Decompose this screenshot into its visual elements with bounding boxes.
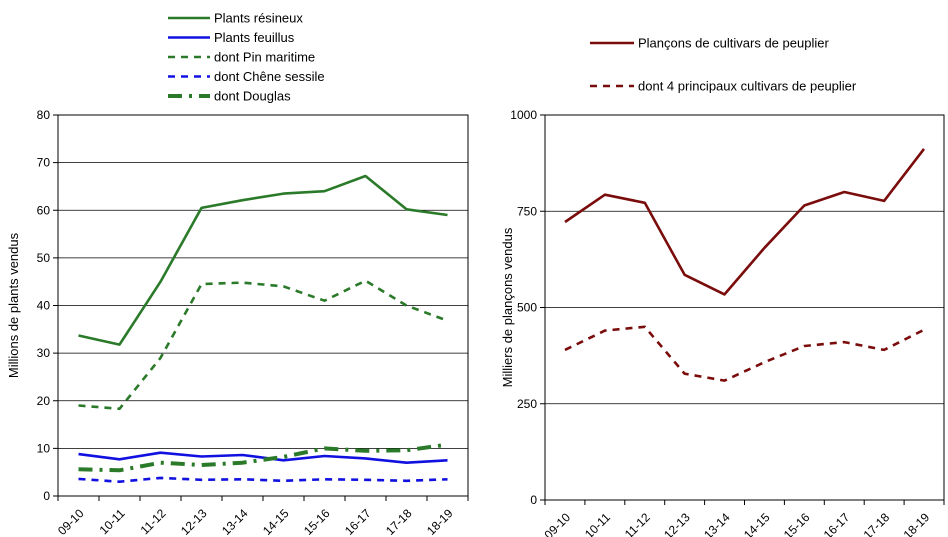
y-tick-label: 70 xyxy=(37,156,51,170)
y-tick-label: 750 xyxy=(517,204,537,218)
chart-2: 0 250 500 750 1000 09-10 10-11 11-12 12-13 13-14 1… xyxy=(500,36,945,537)
series-line-2 xyxy=(564,325,925,382)
y-tick-label: 1000 xyxy=(510,108,537,122)
x-tick-label: 12-13 xyxy=(661,510,693,537)
y-tick-label: 50 xyxy=(37,251,51,265)
x-tick-label: 18-19 xyxy=(424,506,456,537)
legend: Plançons de cultivars de peuplier dont 4 … xyxy=(590,36,857,94)
legend-label: Plants feuillus xyxy=(214,30,295,45)
x-tick-label: 11-12 xyxy=(138,506,169,537)
legend-label: dont Chêne sessile xyxy=(214,69,325,84)
x-tick-label: 16-17 xyxy=(342,506,374,537)
x-tick-label: 14-15 xyxy=(741,510,773,537)
series-line-3 xyxy=(78,279,448,411)
x-tick-label: 16-17 xyxy=(821,510,853,537)
x-tick-label: 17-18 xyxy=(383,506,415,537)
y-tick-label: 40 xyxy=(37,299,51,313)
chart-1: 0 10 20 30 40 50 60 70 80 09-10 10-11 11-12 12-13 13-… xyxy=(6,11,469,537)
y-tick-label: 20 xyxy=(37,394,51,408)
x-tick-label: 14-15 xyxy=(260,506,292,537)
series-line-2 xyxy=(78,451,448,465)
x-tick-label: 13-14 xyxy=(219,506,251,537)
x-tick-label: 12-13 xyxy=(178,506,210,537)
x-tick-label: 13-14 xyxy=(701,510,733,537)
legend: Plants résineux Plants feuillus dont Pin m… xyxy=(168,11,325,104)
x-tick-label: 11-12 xyxy=(622,510,653,537)
y-tick-label: 250 xyxy=(517,397,537,411)
y-tick-label: 30 xyxy=(37,346,51,360)
legend-label: Plançons de cultivars de peuplier xyxy=(638,36,829,51)
y-tick-label: 10 xyxy=(37,441,51,455)
x-tick-label: 09-10 xyxy=(541,510,573,537)
x-tick-label: 15-16 xyxy=(301,506,333,537)
y-tick-label: 0 xyxy=(43,489,50,503)
series-line-4 xyxy=(78,476,448,484)
y-tick-label: 60 xyxy=(37,203,51,217)
y-axis-label: Milliers de plançons vendus xyxy=(500,227,515,387)
x-tick-label: 15-16 xyxy=(781,510,813,537)
x-tick-label: 09-10 xyxy=(55,506,87,537)
y-tick-label: 500 xyxy=(517,301,537,315)
y-axis-label: Millions de plants vendus xyxy=(6,232,21,378)
series-line-1 xyxy=(78,174,448,346)
legend-label: dont 4 principaux cultivars de peuplier xyxy=(638,79,857,94)
x-tick-label: 10-11 xyxy=(582,510,613,537)
y-tick-label: 0 xyxy=(530,493,537,507)
x-tick-label: 17-18 xyxy=(861,510,893,537)
legend-label: Plants résineux xyxy=(214,11,303,26)
legend-label: dont Pin maritime xyxy=(214,50,315,65)
x-tick-label: 18-19 xyxy=(901,510,933,537)
x-tick-label: 10-11 xyxy=(97,506,128,537)
series-line-1 xyxy=(564,148,926,296)
y-tick-label: 80 xyxy=(37,108,51,122)
legend-label: dont Douglas xyxy=(214,89,291,104)
